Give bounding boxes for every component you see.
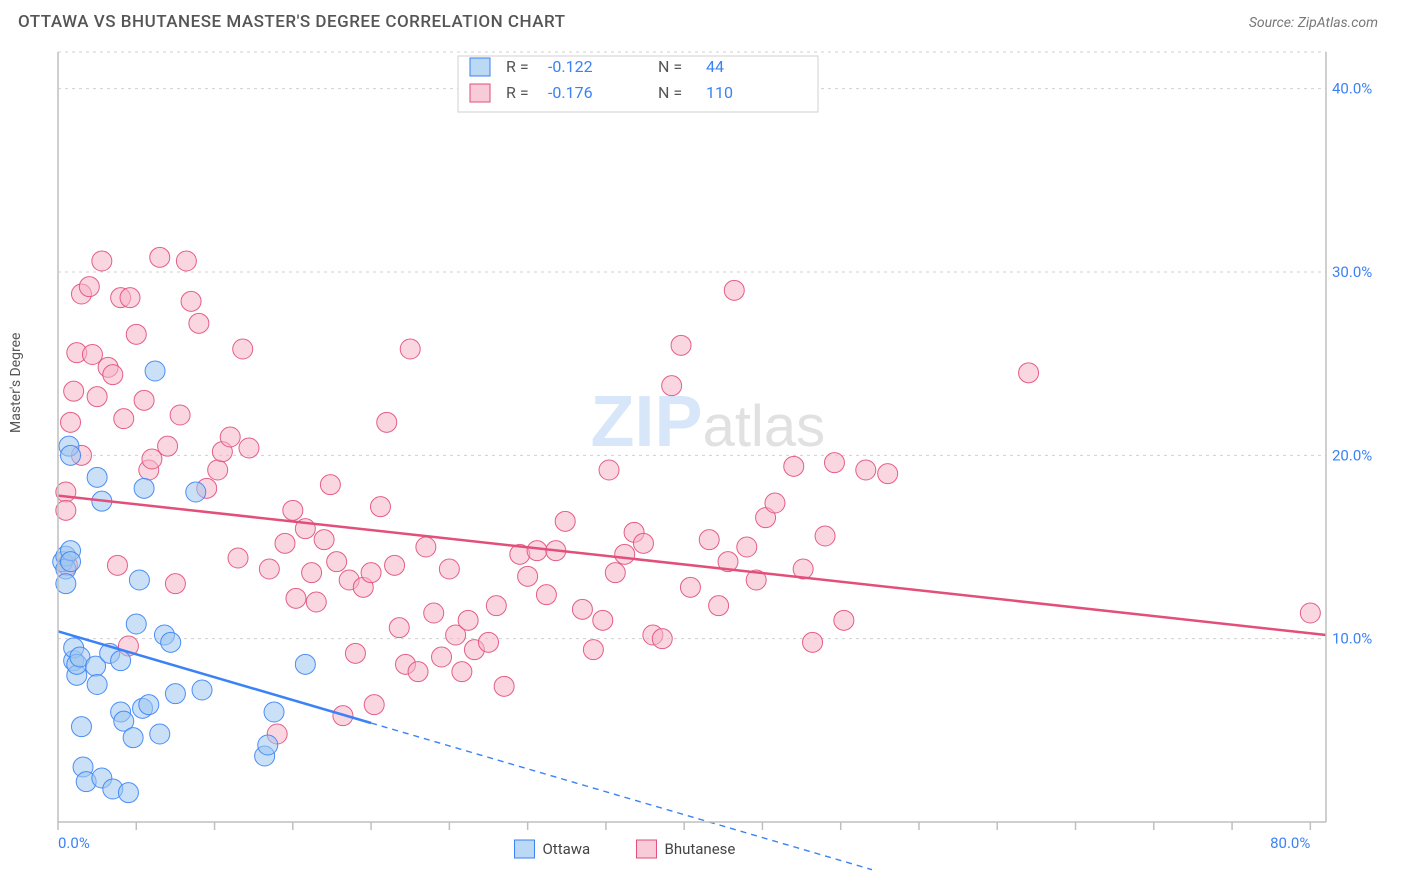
- svg-text:30.0%: 30.0%: [1332, 263, 1372, 281]
- svg-text:R =: R =: [506, 83, 529, 102]
- svg-text:ZIPatlas: ZIPatlas: [591, 382, 826, 462]
- chart-area: Master's Degree ZIPatlas0.0%80.0%10.0%20…: [18, 44, 1388, 882]
- svg-text:Bhutanese: Bhutanese: [664, 840, 735, 858]
- svg-text:10.0%: 10.0%: [1332, 630, 1372, 648]
- svg-text:80.0%: 80.0%: [1270, 834, 1310, 852]
- y-axis-title: Master's Degree: [8, 333, 24, 433]
- svg-text:-0.176: -0.176: [548, 83, 593, 102]
- svg-text:110: 110: [706, 83, 733, 102]
- svg-text:R =: R =: [506, 57, 529, 76]
- svg-text:0.0%: 0.0%: [58, 834, 90, 852]
- svg-text:20.0%: 20.0%: [1332, 446, 1372, 464]
- scatter-chart: ZIPatlas 0.0% 80.0% 10.0% 20.0% 30.0% 40.0% R =…: [18, 44, 1388, 882]
- svg-text:Ottawa: Ottawa: [542, 840, 590, 858]
- svg-text:-0.122: -0.122: [548, 57, 593, 76]
- svg-text:N =: N =: [658, 83, 682, 102]
- chart-title: OTTAWA VS BHUTANESE MASTER'S DEGREE CORR…: [18, 12, 565, 32]
- svg-text:44: 44: [706, 57, 724, 76]
- svg-text:N =: N =: [658, 57, 682, 76]
- source-label: Source: ZipAtlas.com: [1249, 15, 1378, 31]
- svg-text:40.0%: 40.0%: [1332, 80, 1372, 98]
